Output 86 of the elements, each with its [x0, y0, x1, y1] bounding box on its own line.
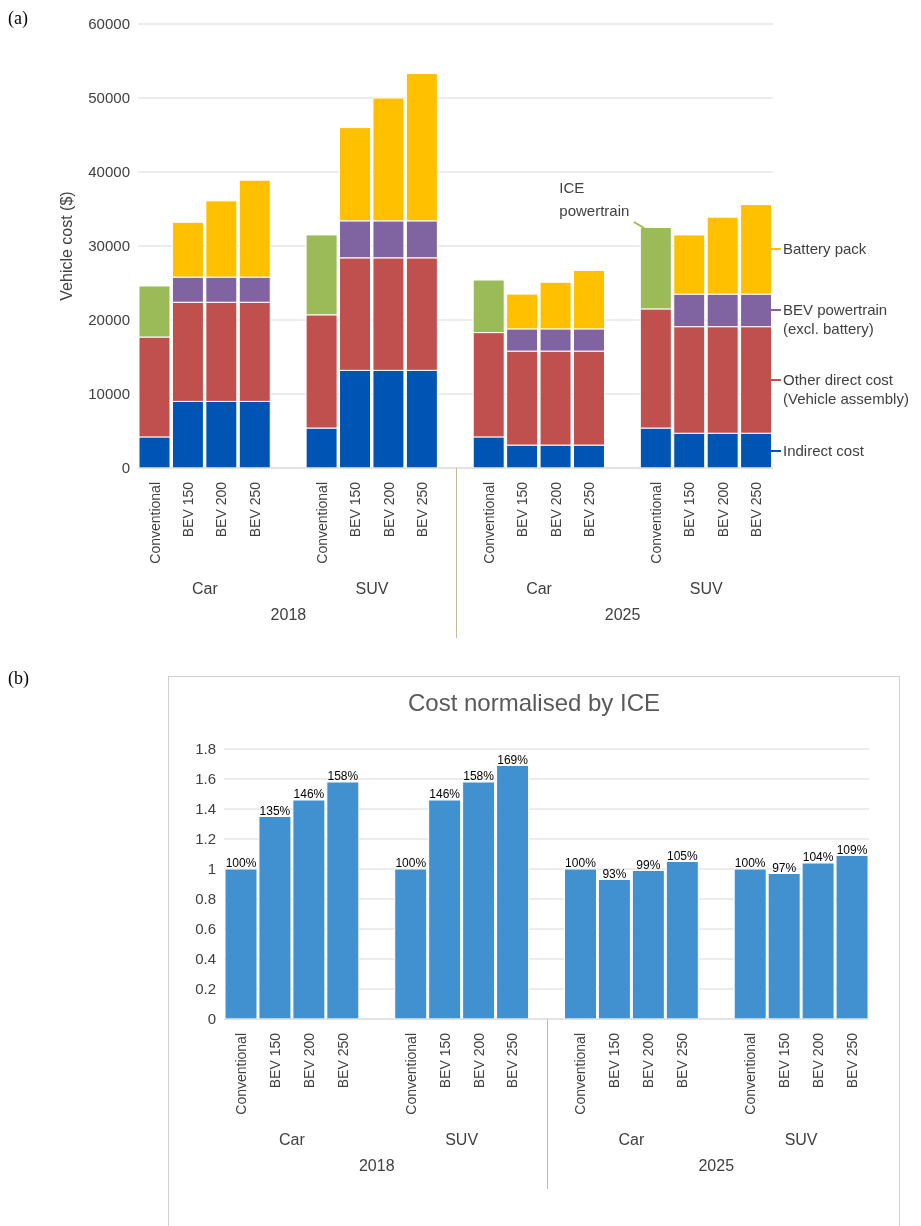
y-tick-label: 1.8	[195, 740, 216, 758]
y-tick-label: 0.2	[195, 980, 216, 998]
y-tick-label: 20000	[88, 311, 130, 329]
data-label: 146%	[429, 787, 461, 801]
text: Car	[617, 1131, 646, 1149]
x-tick-label: Conventional	[146, 482, 163, 564]
x-tick-label: BEV 250	[334, 1032, 351, 1089]
x-tick-label: BEV 150	[436, 1032, 453, 1089]
y-tick-label: 0	[121, 459, 130, 477]
x-tick-label: BEV 200	[380, 481, 397, 538]
data-label: 158%	[327, 769, 359, 783]
x-tick-label: BEV 150	[606, 1032, 623, 1089]
x-tick-label: BEV 250	[413, 481, 430, 538]
x-tick-label: BEV 250	[581, 481, 598, 538]
data-label: 97%	[772, 860, 797, 875]
text: 2025	[697, 1157, 736, 1175]
x-tick-label: Conventional	[647, 482, 664, 564]
text: SUV	[354, 580, 390, 598]
data-label: 100%	[225, 856, 257, 870]
data-label: 135%	[259, 803, 291, 818]
x-tick-label: Conventional	[480, 482, 497, 564]
x-tick-label: BEV 150	[180, 481, 197, 538]
x-tick-label: BEV 150	[266, 1032, 283, 1089]
text: SUV	[783, 1131, 819, 1149]
text: (a)	[8, 8, 28, 29]
text: 2018	[357, 1157, 396, 1175]
y-tick-label: 1.6	[195, 770, 216, 788]
x-tick-label: BEV 200	[300, 1032, 317, 1089]
x-tick-label: BEV 150	[776, 1032, 793, 1089]
x-tick-label: Conventional	[572, 1033, 589, 1115]
data-label: 100%	[734, 856, 766, 870]
x-tick-label: BEV 250	[674, 1032, 691, 1089]
x-tick-label: BEV 200	[714, 481, 731, 538]
text: 2018	[269, 606, 308, 624]
data-label: 93%	[602, 866, 627, 881]
y-tick-label: 0.4	[195, 950, 216, 968]
y-tick-label: 1.2	[195, 830, 216, 848]
x-tick-label: BEV 150	[347, 481, 364, 538]
data-label: 109%	[836, 842, 868, 857]
legend-label: Battery pack	[783, 239, 867, 259]
legend-label: Indirect cost	[783, 440, 864, 460]
y-tick-label: 0	[207, 1010, 216, 1028]
data-label: 158%	[463, 769, 495, 783]
text: SUV	[688, 580, 724, 598]
text: 2025	[603, 606, 642, 624]
legend-label: Other direct cost (Vehicle assembly)	[783, 369, 910, 408]
x-tick-label: BEV 250	[748, 481, 765, 538]
x-tick-label: BEV 200	[640, 1032, 657, 1089]
x-tick-label: BEV 150	[681, 481, 698, 538]
y-tick-label: 0.6	[195, 920, 216, 938]
x-tick-label: BEV 250	[843, 1032, 860, 1089]
y-tick-label: 0.8	[195, 890, 216, 908]
y-tick-label: 10000	[88, 385, 130, 403]
x-tick-label: BEV 200	[809, 1032, 826, 1089]
legend-label: BEV powertrain (excl. battery)	[783, 300, 889, 339]
chart-title: Cost normalised by ICE	[406, 689, 662, 718]
x-tick-label: Conventional	[742, 1033, 759, 1115]
x-tick-label: BEV 200	[470, 1032, 487, 1089]
y-tick-label: 30000	[88, 237, 130, 255]
data-label: 104%	[802, 850, 834, 864]
y-tick-label: 40000	[88, 163, 130, 181]
text: Car	[278, 1131, 306, 1149]
data-label: 100%	[395, 856, 427, 870]
data-label: 169%	[497, 752, 529, 767]
y-axis-title: Vehicle cost ($)	[57, 191, 75, 301]
x-tick-label: BEV 250	[246, 481, 263, 538]
text: (b)	[8, 668, 29, 689]
y-tick-label: 1.4	[195, 800, 216, 818]
data-label: 105%	[666, 848, 698, 863]
data-label: 100%	[565, 856, 597, 870]
y-tick-label: 50000	[88, 89, 130, 107]
data-label: 99%	[636, 857, 661, 872]
y-tick-label: 1	[207, 860, 216, 878]
y-tick-label: 60000	[88, 15, 130, 33]
data-label: 146%	[293, 787, 325, 801]
x-tick-label: Conventional	[232, 1033, 249, 1115]
series-label: ICE powertrain	[559, 178, 630, 219]
text: SUV	[444, 1131, 480, 1149]
x-tick-label: Conventional	[402, 1033, 419, 1115]
x-tick-label: Conventional	[313, 482, 330, 564]
x-tick-label: BEV 150	[514, 481, 531, 538]
text: Car	[525, 580, 553, 598]
x-tick-label: BEV 250	[504, 1032, 521, 1089]
x-tick-label: BEV 200	[213, 481, 230, 538]
text: Car	[190, 580, 219, 598]
x-tick-label: BEV 200	[547, 481, 564, 538]
